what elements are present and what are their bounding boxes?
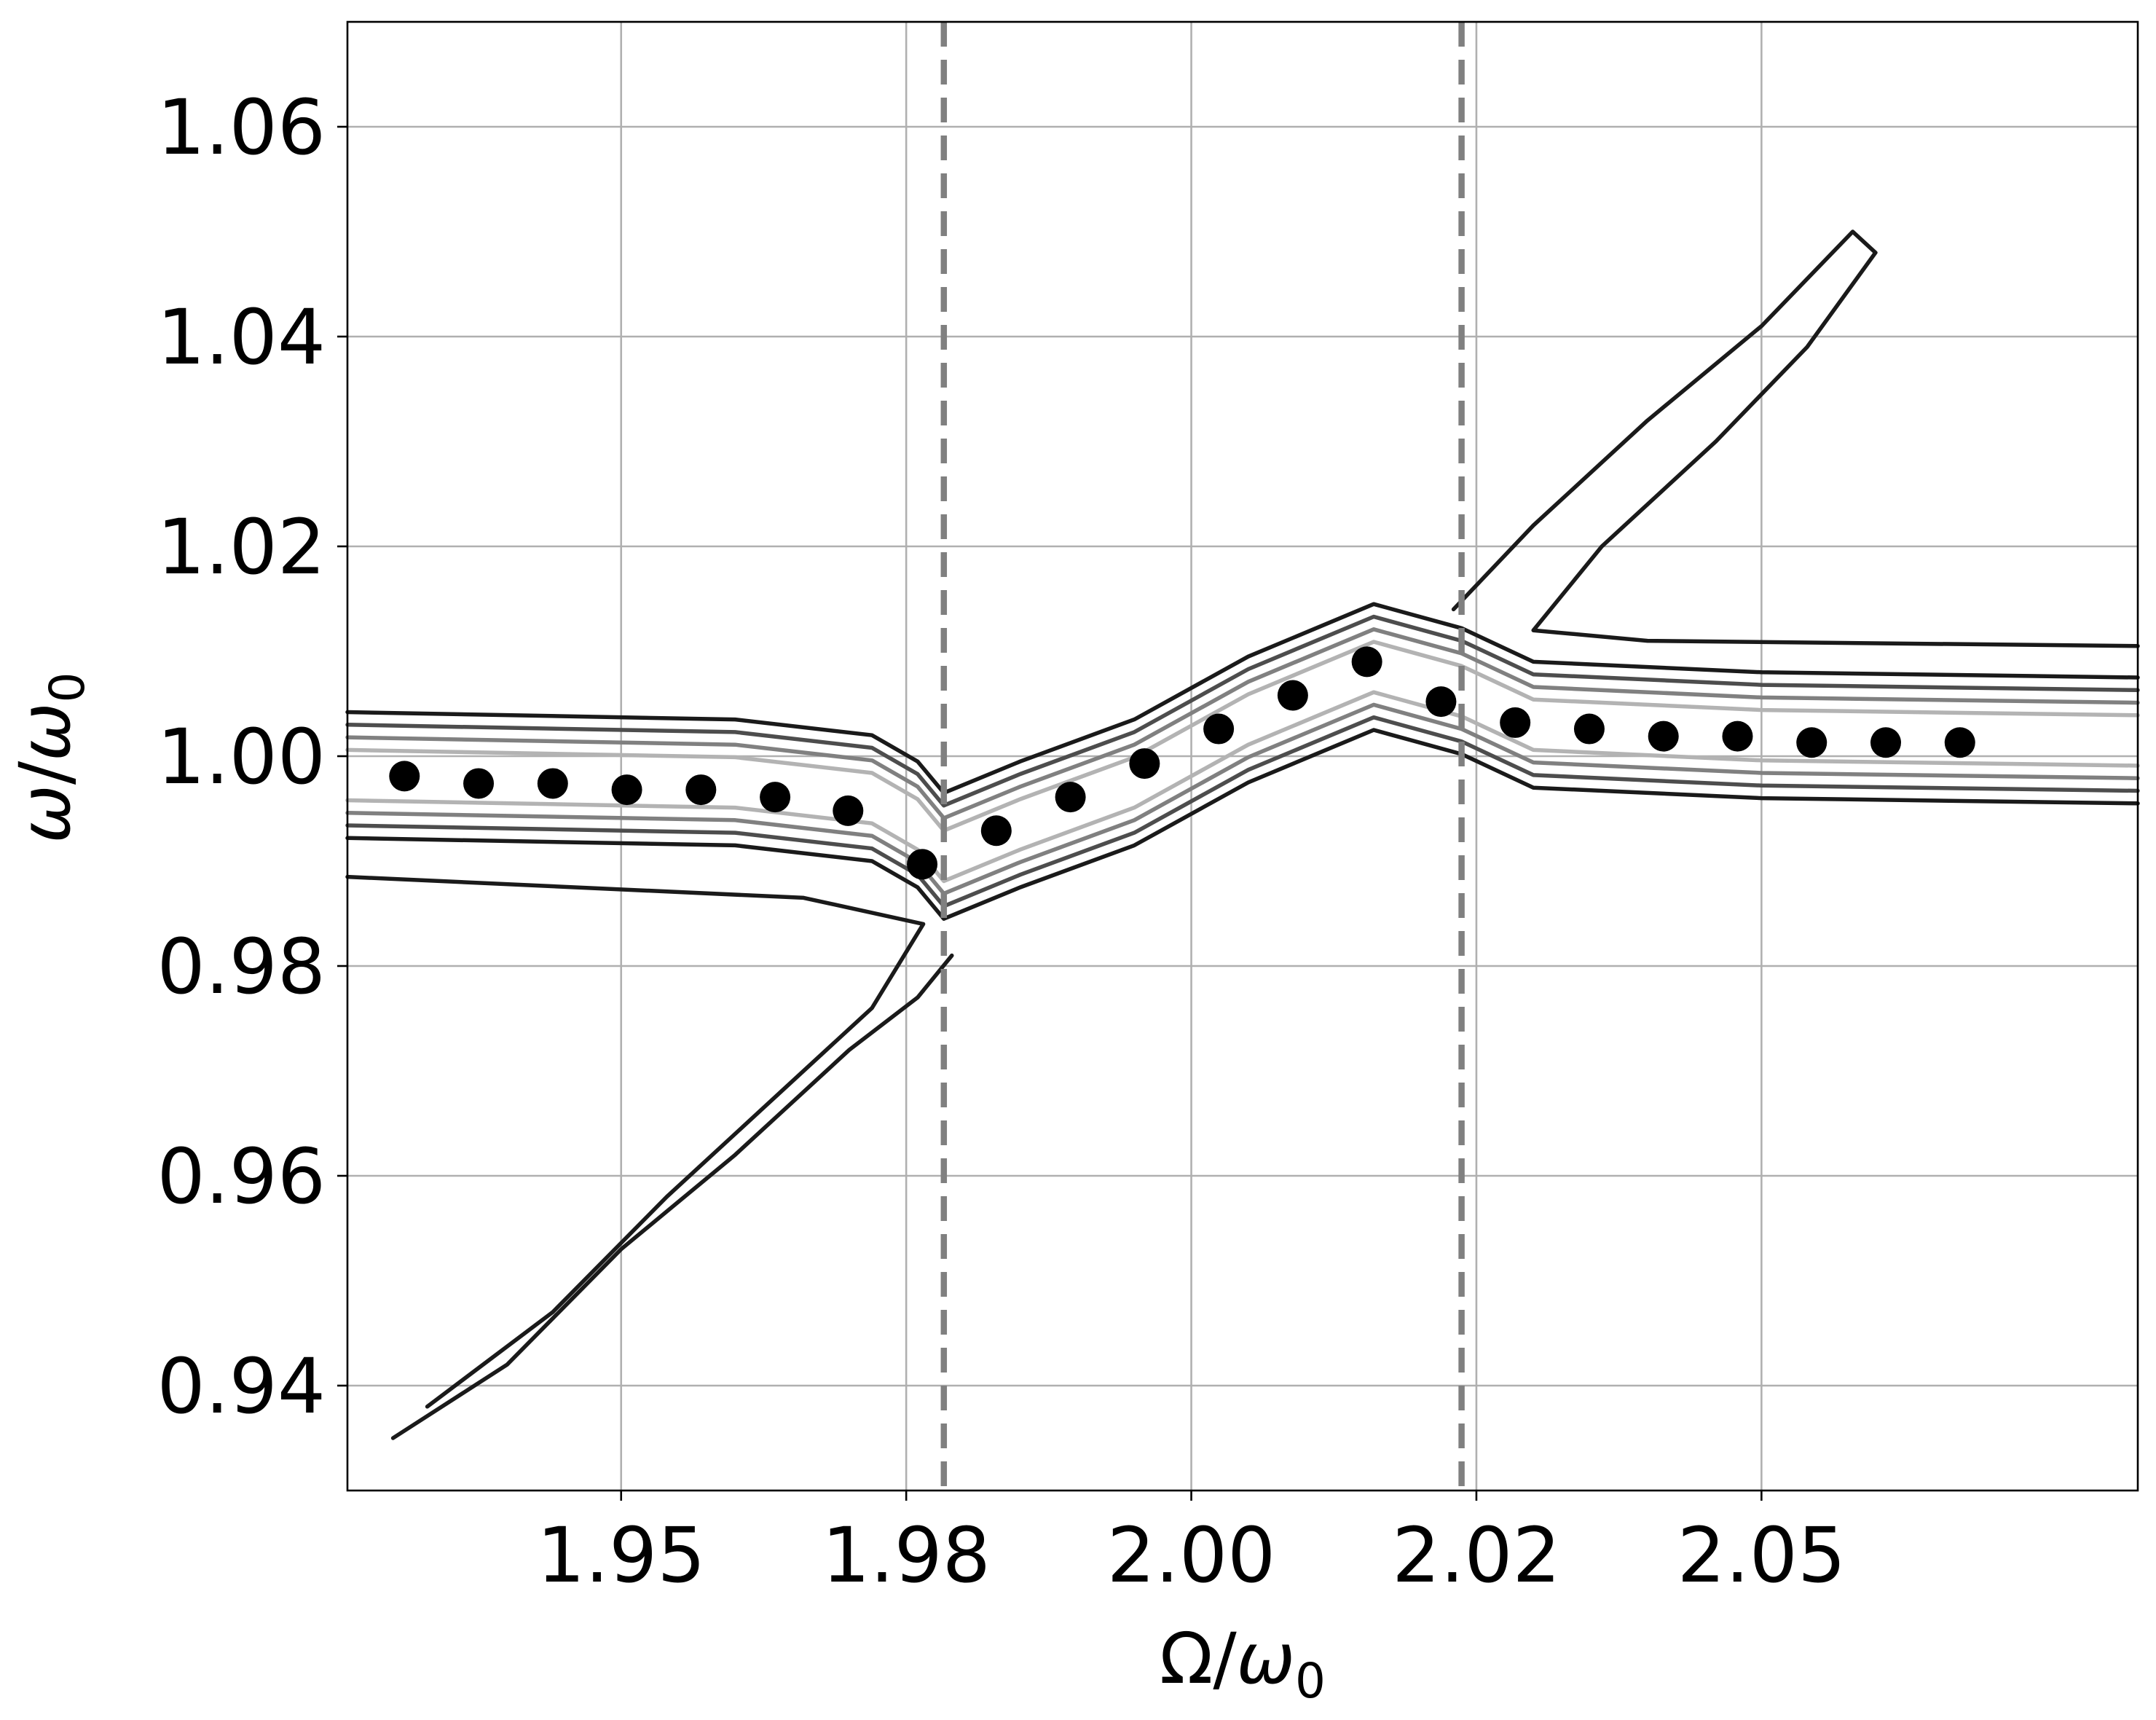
x-tick-label: 2.02 [1392, 1511, 1561, 1600]
data-point [1573, 713, 1605, 745]
grid-lines [347, 22, 2138, 1491]
contour-line [345, 728, 2140, 921]
contour-line [345, 690, 2140, 884]
data-point [1648, 720, 1679, 752]
contour-line [345, 715, 2140, 908]
data-point [1203, 713, 1235, 745]
data-point [1870, 727, 1902, 758]
vertical-dashed-lines [940, 22, 1465, 1491]
y-tick-label: 1.06 [157, 83, 326, 172]
data-point [1351, 646, 1382, 678]
data-point [1129, 748, 1160, 780]
data-point [1055, 782, 1086, 813]
x-tick-label: 2.05 [1677, 1511, 1846, 1600]
data-point [760, 782, 791, 813]
contour-line [345, 702, 2140, 896]
x-tick-label: 1.95 [537, 1511, 706, 1600]
data-point [463, 768, 495, 799]
data-point [1425, 686, 1457, 718]
contour-line [345, 614, 2140, 808]
contour-line [345, 874, 926, 1409]
y-tick-label: 1.00 [157, 712, 326, 801]
data-point [907, 849, 938, 880]
y-tick-label: 0.98 [157, 922, 326, 1011]
x-axis-label: Ω/ω0 [1160, 1618, 1326, 1709]
data-point [685, 774, 717, 806]
contour-line [345, 602, 2140, 796]
data-point [537, 768, 568, 799]
contour-line [1451, 229, 2140, 648]
data-point [833, 795, 864, 826]
y-axis-label: ω/ω0 [4, 672, 95, 843]
x-tick-label: 2.00 [1107, 1511, 1276, 1600]
y-tick-label: 1.04 [157, 293, 326, 382]
data-points [389, 646, 1975, 880]
contour-lines [345, 229, 2140, 1440]
data-point [389, 761, 420, 792]
y-axis-ticks: 0.94 0.96 0.98 1.00 1.02 1.04 1.06 [157, 83, 347, 1431]
y-tick-label: 0.94 [157, 1342, 326, 1431]
y-tick-label: 0.96 [157, 1132, 326, 1221]
data-point [1796, 727, 1828, 758]
data-point [1944, 727, 1975, 758]
data-point [1277, 680, 1308, 711]
x-tick-label: 1.98 [822, 1511, 991, 1600]
x-axis-ticks: 1.95 1.98 2.00 2.02 2.05 [537, 1491, 1846, 1600]
contour-line [390, 953, 954, 1440]
data-point [1500, 707, 1531, 738]
y-tick-label: 1.02 [157, 503, 326, 592]
data-point [980, 815, 1012, 847]
contour-line [345, 627, 2140, 820]
data-point [1722, 720, 1753, 752]
data-point [611, 774, 642, 806]
